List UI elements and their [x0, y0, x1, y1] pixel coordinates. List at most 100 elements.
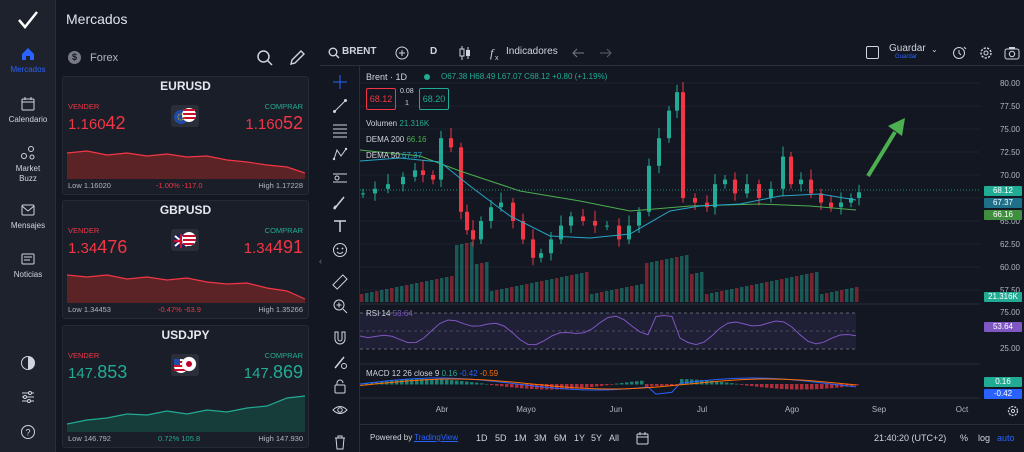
clock-time[interactable]: 21:40:20 (UTC+2) — [874, 433, 947, 443]
volume-bar — [365, 293, 369, 302]
sell-price[interactable]: 1.34476 — [68, 237, 127, 258]
range-3m[interactable]: 3M — [534, 433, 547, 443]
text-icon[interactable] — [332, 218, 348, 234]
range-1y[interactable]: 1Y — [574, 433, 586, 443]
gear-icon[interactable] — [978, 45, 994, 61]
date-range-icon[interactable] — [636, 431, 650, 445]
chevron-down-icon[interactable]: ⌄ — [931, 45, 938, 54]
range-all[interactable]: All — [609, 433, 620, 443]
lock-icon[interactable] — [332, 378, 348, 394]
time-axis-label: Mayo — [516, 405, 536, 414]
alert-clock-icon[interactable] — [952, 45, 968, 61]
trash-icon[interactable] — [332, 434, 348, 450]
candles-icon[interactable] — [458, 45, 472, 61]
watchlist-card-eurusd[interactable]: EURUSD VENDER COMPRAR 1.16042 1.16052 Lo… — [62, 76, 309, 195]
macd-histogram-bar — [770, 384, 774, 389]
trendline-icon[interactable] — [332, 98, 348, 114]
range-5d[interactable]: 5D — [495, 433, 507, 443]
macd-histogram-bar — [660, 384, 664, 386]
interval-button[interactable]: D — [430, 46, 438, 57]
watchlist-card-usdjpy[interactable]: USDJPY VENDER COMPRAR 147.853 147.869 Lo… — [62, 325, 309, 448]
magnet-icon[interactable] — [332, 330, 348, 346]
volume-bar — [510, 287, 514, 302]
settings-sliders-icon[interactable] — [20, 389, 36, 405]
macd-histogram-bar — [800, 384, 804, 390]
volume-bar — [795, 276, 799, 302]
watchlist-card-gbpusd[interactable]: GBPUSD VENDER COMPRAR 1.34476 1.34491 Lo… — [62, 200, 309, 319]
candle-body — [681, 92, 685, 198]
macd-histogram-bar — [780, 384, 784, 389]
category-label[interactable]: Forex — [90, 52, 119, 64]
price-tick: 65.00 — [999, 217, 1020, 226]
log-toggle[interactable]: log — [978, 433, 991, 443]
volume-bar — [585, 272, 589, 302]
macd-histogram-bar — [445, 379, 449, 385]
volume-bar — [710, 293, 714, 302]
zoom-in-icon[interactable] — [332, 298, 348, 314]
auto-toggle[interactable]: auto — [997, 433, 1015, 443]
symbol-button[interactable]: BRENT — [342, 46, 377, 57]
buy-button[interactable]: 68.20 — [419, 88, 449, 110]
search-icon[interactable] — [328, 47, 340, 59]
dema200-legend: DEMA 200 66.16 — [366, 135, 427, 144]
nav-calendario[interactable]: Calendario — [0, 96, 56, 124]
buy-price[interactable]: 1.34491 — [244, 237, 303, 258]
range-6m[interactable]: 6M — [554, 433, 567, 443]
percent-toggle[interactable]: % — [960, 433, 969, 443]
volume-bar — [570, 275, 574, 302]
sell-price[interactable]: 147.853 — [68, 362, 127, 383]
nav-mercados[interactable]: Mercados — [0, 46, 56, 74]
emoji-icon[interactable] — [332, 242, 348, 258]
undo-icon[interactable] — [572, 47, 586, 59]
range-1m[interactable]: 1M — [514, 433, 527, 443]
forecast-icon[interactable] — [332, 170, 348, 186]
macd-histogram-bar — [815, 384, 819, 390]
candle-body — [829, 202, 833, 208]
volume-bar — [575, 274, 579, 302]
volume-bar — [770, 281, 774, 302]
axis-settings-icon[interactable] — [1006, 404, 1020, 418]
help-icon[interactable]: ? — [20, 424, 36, 440]
price-chart[interactable]: Abr Mayo Jun Jul Ago Sep Oct — [360, 66, 980, 422]
brush-icon[interactable] — [332, 194, 348, 210]
theme-icon[interactable] — [20, 355, 36, 371]
candle-body — [471, 230, 475, 240]
nav-mensajes[interactable]: Mensajes — [0, 202, 56, 230]
sell-button[interactable]: 68.12 — [366, 88, 396, 110]
pattern-icon[interactable] — [332, 146, 348, 162]
fib-icon[interactable] — [332, 122, 348, 138]
stay-drawing-icon[interactable] — [332, 354, 348, 370]
volume-bar — [610, 290, 614, 302]
range-1d[interactable]: 1D — [476, 433, 488, 443]
edit-icon[interactable] — [288, 49, 306, 67]
candle-body — [386, 184, 390, 189]
nav-label: Mensajes — [10, 221, 46, 230]
eye-icon[interactable] — [332, 402, 348, 418]
crosshair-icon[interactable] — [332, 74, 348, 90]
sell-price[interactable]: 1.16042 — [68, 113, 126, 134]
candle-body — [449, 138, 453, 148]
nav-noticias[interactable]: Noticias — [0, 251, 56, 279]
nav-market-buzz[interactable]: Market Buzz — [0, 145, 56, 184]
save-button[interactable]: Guardar — [889, 43, 926, 54]
buy-label: COMPRAR — [264, 351, 303, 360]
macd-histogram-bar — [655, 384, 659, 387]
search-icon[interactable] — [256, 49, 274, 67]
camera-icon[interactable] — [1004, 46, 1020, 60]
range-5y[interactable]: 5Y — [591, 433, 603, 443]
tradingview-link[interactable]: TradingView — [414, 433, 459, 442]
layout-icon[interactable] — [866, 46, 879, 59]
candle-body — [413, 170, 417, 177]
ruler-icon[interactable] — [332, 274, 348, 290]
macd-histogram-bar — [605, 384, 609, 386]
price-axis[interactable]: 80.00 77.50 75.00 72.50 70.00 65.00 62.5… — [980, 66, 1024, 422]
indicators-button[interactable]: Indicadores — [506, 46, 558, 57]
buy-price[interactable]: 1.16052 — [245, 113, 303, 134]
redo-icon[interactable] — [598, 47, 612, 59]
macd-histogram-bar — [435, 379, 439, 385]
add-symbol-icon[interactable] — [395, 46, 409, 60]
volume-bar — [495, 290, 499, 302]
collapse-panel-icon[interactable]: ‹ — [319, 256, 322, 266]
buy-price[interactable]: 147.869 — [244, 362, 303, 383]
